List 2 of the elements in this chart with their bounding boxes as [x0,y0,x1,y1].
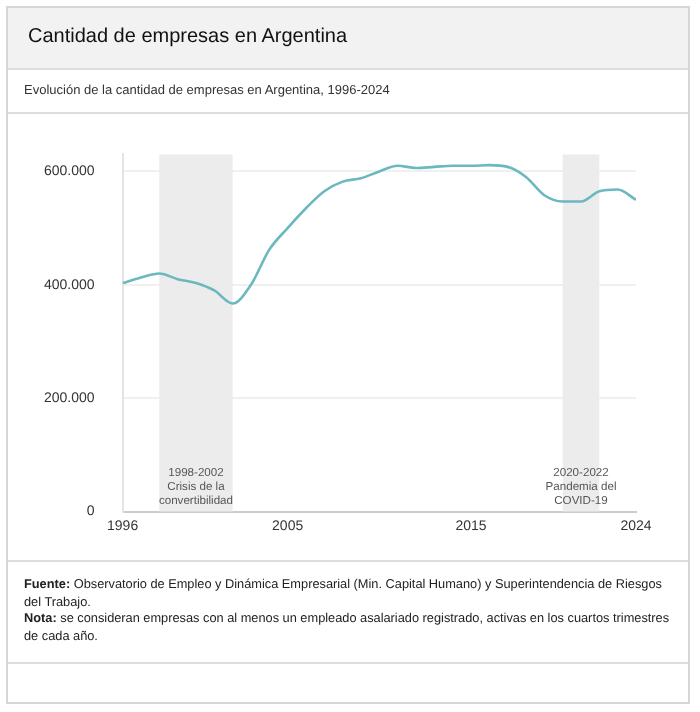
line-series [122,163,636,305]
chart-title: Cantidad de empresas en Argentina [8,8,688,70]
